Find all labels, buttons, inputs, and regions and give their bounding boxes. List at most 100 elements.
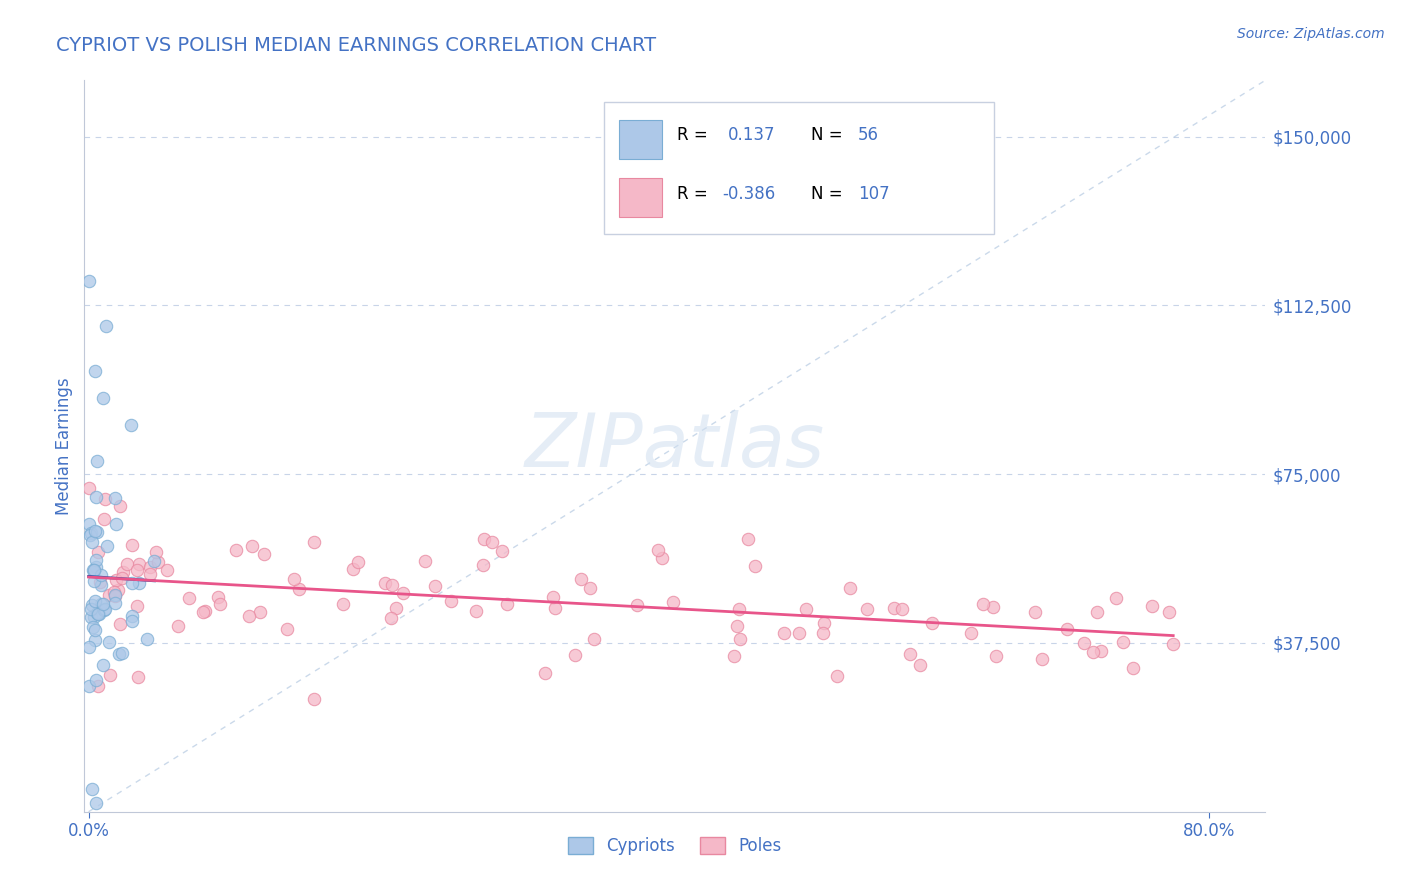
Point	[90, 598, 112, 612]
Point	[737, 532, 759, 546]
Point	[120, 417, 142, 432]
Text: ZIPatlas: ZIPatlas	[524, 410, 825, 482]
Point	[794, 602, 817, 616]
Point	[249, 605, 271, 619]
Point	[898, 647, 921, 661]
Point	[578, 581, 600, 595]
Point	[465, 604, 488, 618]
Point	[83, 563, 105, 577]
Point	[491, 543, 513, 558]
Point	[986, 649, 1008, 664]
Point	[80, 782, 103, 797]
Point	[662, 595, 685, 609]
Point	[725, 619, 748, 633]
Point	[104, 574, 127, 588]
Point	[86, 490, 108, 504]
Point	[146, 555, 169, 569]
Point	[87, 679, 110, 693]
Point	[86, 796, 108, 810]
Point	[385, 601, 408, 615]
Point	[194, 604, 217, 618]
Point	[91, 597, 114, 611]
Point	[1111, 635, 1133, 649]
Point	[84, 553, 107, 567]
Point	[79, 679, 101, 693]
Point	[983, 599, 1005, 614]
Point	[253, 547, 276, 561]
Point	[82, 620, 104, 634]
Point	[83, 564, 105, 578]
Point	[921, 615, 943, 630]
Point	[104, 590, 127, 604]
Point	[1081, 645, 1104, 659]
Point	[392, 585, 415, 599]
Y-axis label: Median Earnings: Median Earnings	[55, 377, 73, 515]
Point	[544, 601, 567, 615]
Point	[80, 610, 103, 624]
Point	[98, 588, 121, 602]
Point	[107, 582, 129, 597]
Point	[238, 608, 260, 623]
Point	[128, 557, 150, 571]
Point	[744, 559, 766, 574]
Point	[342, 562, 364, 576]
Point	[495, 598, 517, 612]
Point	[83, 609, 105, 624]
Point	[145, 545, 167, 559]
Point	[103, 585, 125, 599]
Point	[380, 611, 402, 625]
Text: CYPRIOT VS POLISH MEDIAN EARNINGS CORRELATION CHART: CYPRIOT VS POLISH MEDIAN EARNINGS CORREL…	[56, 36, 657, 54]
Point	[138, 560, 160, 574]
Point	[104, 516, 127, 531]
Point	[121, 608, 143, 623]
Point	[127, 670, 149, 684]
Point	[582, 632, 605, 647]
Point	[108, 616, 131, 631]
Text: 107: 107	[858, 185, 890, 202]
Point	[80, 602, 103, 616]
Point	[84, 673, 107, 688]
Point	[972, 597, 994, 611]
Point	[1056, 622, 1078, 636]
FancyBboxPatch shape	[605, 103, 994, 234]
Point	[91, 391, 114, 405]
Point	[960, 625, 983, 640]
Point	[302, 692, 325, 706]
Point	[855, 601, 877, 615]
Point	[84, 633, 107, 648]
Point	[191, 605, 214, 619]
Text: N =: N =	[811, 126, 842, 145]
Point	[111, 566, 134, 580]
Point	[1024, 605, 1046, 619]
Point	[1122, 661, 1144, 675]
Point	[94, 492, 117, 507]
Point	[84, 560, 107, 574]
Text: -0.386: -0.386	[723, 185, 775, 202]
Point	[94, 602, 117, 616]
Point	[86, 525, 108, 540]
Point	[86, 453, 108, 467]
Point	[82, 598, 104, 612]
Point	[84, 593, 107, 607]
Point	[86, 606, 108, 620]
Point	[107, 647, 129, 661]
Point	[80, 525, 103, 540]
Point	[288, 582, 311, 596]
Point	[82, 563, 104, 577]
Point	[773, 626, 796, 640]
Point	[1073, 636, 1095, 650]
Point	[440, 593, 463, 607]
Point	[89, 574, 111, 589]
Point	[111, 571, 134, 585]
Point	[1090, 644, 1112, 658]
Point	[240, 539, 263, 553]
Point	[155, 563, 177, 577]
Point	[93, 512, 115, 526]
Point	[413, 554, 436, 568]
Point	[117, 557, 139, 571]
Point	[87, 607, 110, 621]
Point	[104, 596, 127, 610]
Point	[139, 567, 162, 582]
Point	[121, 615, 143, 629]
Point	[87, 607, 110, 621]
